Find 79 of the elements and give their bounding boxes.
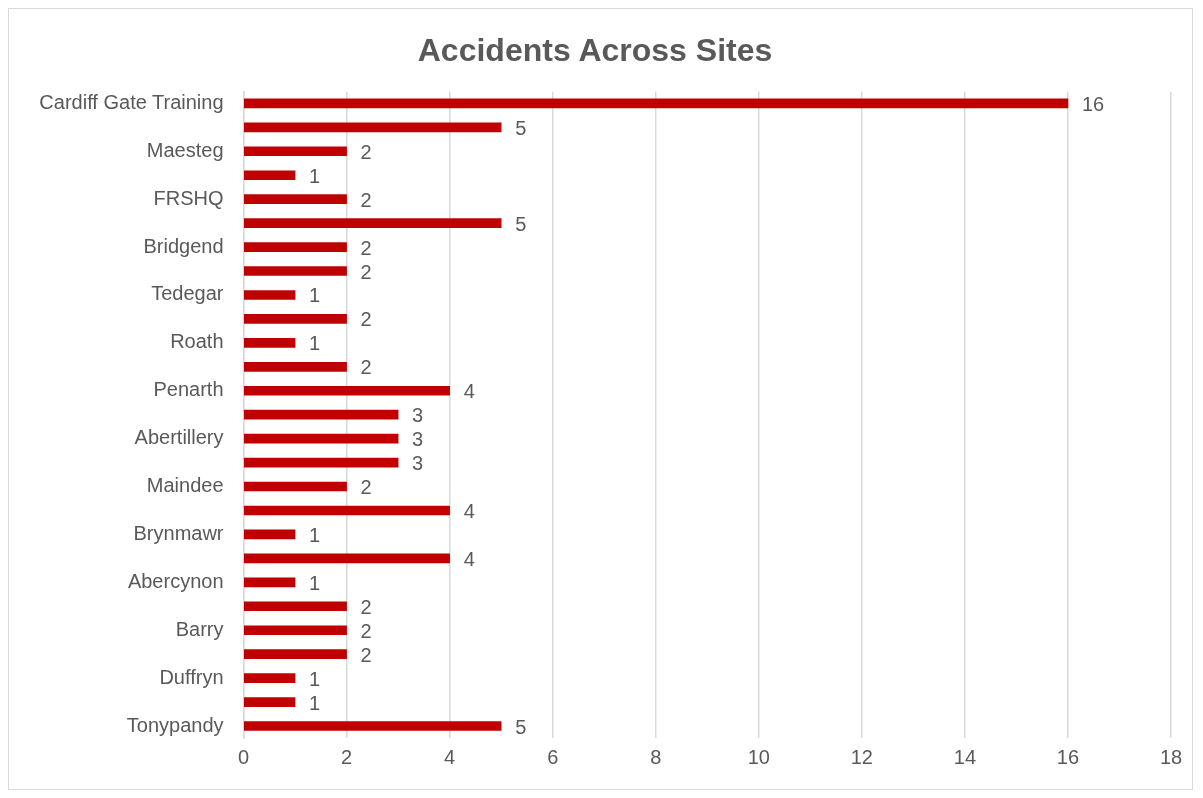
bar bbox=[243, 625, 347, 636]
bar bbox=[243, 433, 399, 444]
bar bbox=[243, 338, 296, 348]
y-tick-label: Maesteg bbox=[146, 138, 224, 161]
x-tick-label: 4 bbox=[444, 745, 456, 768]
bar bbox=[243, 361, 347, 372]
x-tick-label: 16 bbox=[1056, 745, 1080, 768]
x-tick-label: 18 bbox=[1159, 745, 1183, 768]
data-label: 2 bbox=[360, 140, 372, 163]
bar bbox=[243, 673, 296, 683]
x-tick-label: 2 bbox=[341, 745, 353, 768]
bar bbox=[243, 98, 1069, 109]
y-tick-label: Maindee bbox=[146, 474, 224, 497]
bar bbox=[243, 505, 450, 516]
bar bbox=[243, 553, 450, 564]
data-label: 2 bbox=[360, 619, 372, 642]
data-label: 4 bbox=[463, 547, 475, 570]
chart-title: Accidents Across Sites bbox=[417, 32, 773, 69]
data-label: 5 bbox=[515, 116, 527, 139]
y-tick-label: Abertillery bbox=[134, 426, 224, 449]
data-label: 1 bbox=[309, 523, 321, 546]
x-tick-label: 12 bbox=[850, 745, 873, 768]
data-label: 5 bbox=[515, 715, 527, 738]
y-tick-label: Barry bbox=[175, 617, 224, 640]
bar bbox=[243, 170, 296, 181]
bar bbox=[243, 697, 296, 707]
data-label: 1 bbox=[309, 332, 321, 355]
bar bbox=[243, 218, 502, 228]
bar bbox=[243, 601, 347, 612]
bar bbox=[243, 290, 296, 300]
bar bbox=[243, 457, 399, 468]
data-label: 3 bbox=[412, 404, 424, 427]
data-label: 2 bbox=[360, 595, 372, 618]
x-tick-label: 6 bbox=[547, 745, 559, 768]
bar bbox=[243, 529, 296, 540]
bar bbox=[243, 242, 347, 252]
y-tick-label: Abercynon bbox=[127, 569, 224, 592]
y-tick-label: Roath bbox=[170, 330, 224, 353]
y-tick-label: Penarth bbox=[153, 378, 224, 401]
data-label: 1 bbox=[309, 691, 321, 714]
bar bbox=[243, 649, 347, 660]
y-tick-label: Cardiff Gate Training bbox=[39, 90, 224, 113]
data-label: 2 bbox=[360, 356, 372, 379]
bar bbox=[243, 146, 347, 157]
data-label: 4 bbox=[463, 500, 475, 523]
data-label: 3 bbox=[412, 452, 424, 475]
data-label: 16 bbox=[1081, 92, 1105, 115]
data-label: 1 bbox=[309, 284, 321, 307]
y-tick-label: Tonypandy bbox=[126, 713, 224, 736]
data-label: 4 bbox=[463, 380, 475, 403]
data-label: 2 bbox=[360, 308, 372, 331]
y-tick-label: FRSHQ bbox=[153, 186, 224, 209]
x-tick-label: 14 bbox=[953, 745, 977, 768]
bar bbox=[243, 194, 347, 204]
data-label: 2 bbox=[360, 476, 372, 499]
data-label: 1 bbox=[309, 164, 321, 187]
x-tick-label: 0 bbox=[237, 745, 250, 768]
bar bbox=[243, 266, 347, 276]
data-label: 1 bbox=[309, 571, 321, 594]
bar bbox=[243, 385, 450, 396]
y-tick-label: Duffryn bbox=[159, 665, 224, 688]
y-tick-label: Tedegar bbox=[151, 282, 224, 305]
bar bbox=[243, 721, 502, 731]
x-tick-label: 8 bbox=[650, 745, 662, 768]
data-label: 3 bbox=[412, 428, 424, 451]
bar bbox=[243, 409, 399, 420]
bar bbox=[243, 577, 296, 588]
bar bbox=[243, 481, 347, 492]
data-label: 2 bbox=[360, 260, 372, 283]
data-label: 1 bbox=[309, 667, 321, 690]
y-tick-label: Brynmawr bbox=[133, 521, 224, 544]
x-tick-label: 10 bbox=[747, 745, 770, 768]
data-label: 2 bbox=[360, 188, 372, 211]
bar bbox=[243, 314, 347, 324]
bar bbox=[243, 122, 502, 133]
y-tick-label: Bridgend bbox=[143, 234, 224, 257]
data-label: 2 bbox=[360, 643, 372, 666]
data-label: 2 bbox=[360, 236, 372, 259]
data-label: 5 bbox=[515, 212, 527, 235]
